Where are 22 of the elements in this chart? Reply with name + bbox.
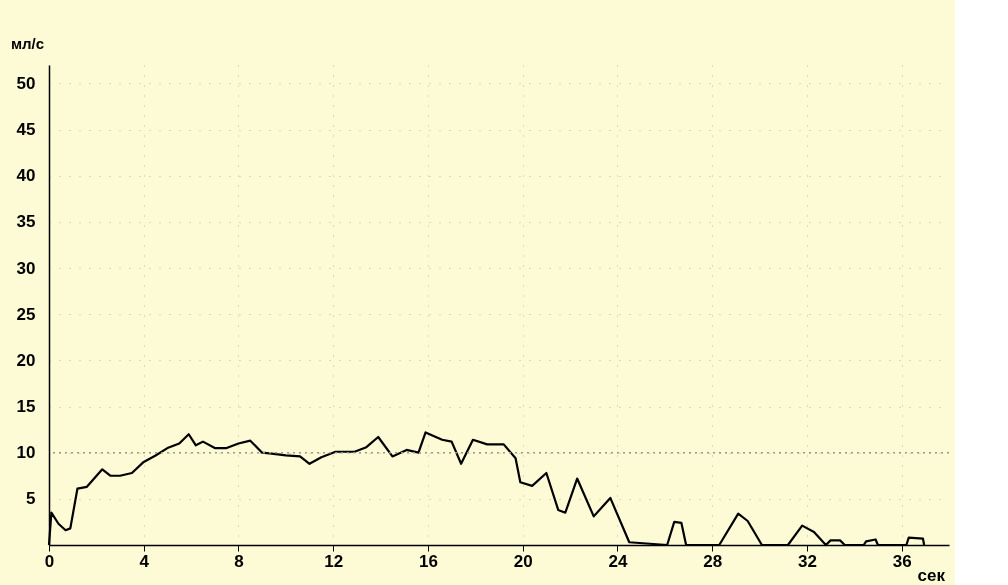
x-tick-label: 20 <box>513 551 533 571</box>
y-tick-label: 20 <box>16 350 36 370</box>
y-tick-label: 50 <box>16 73 36 93</box>
x-tick-label: 36 <box>892 551 912 571</box>
y-tick-label: 30 <box>16 258 36 278</box>
x-axis-title: сек <box>917 565 946 585</box>
x-tick-label: 0 <box>44 551 55 571</box>
x-tick-label: 12 <box>324 551 344 571</box>
y-tick-label: 40 <box>16 166 36 186</box>
y-tick-label: 15 <box>16 397 36 417</box>
y-tick-label: 45 <box>16 120 36 140</box>
y-tick-label: 10 <box>16 443 36 463</box>
y-tick-label: 35 <box>16 212 36 232</box>
x-tick-label: 24 <box>608 551 628 571</box>
x-tick-label: 16 <box>418 551 438 571</box>
x-tick-label: 8 <box>234 551 244 571</box>
x-tick-label: 32 <box>797 551 817 571</box>
x-tick-label: 4 <box>139 551 150 571</box>
x-tick-label: 28 <box>703 551 723 571</box>
y-tick-label: 25 <box>16 304 36 324</box>
y-axis-title: мл/с <box>10 34 45 52</box>
y-tick-label: 5 <box>26 489 36 509</box>
